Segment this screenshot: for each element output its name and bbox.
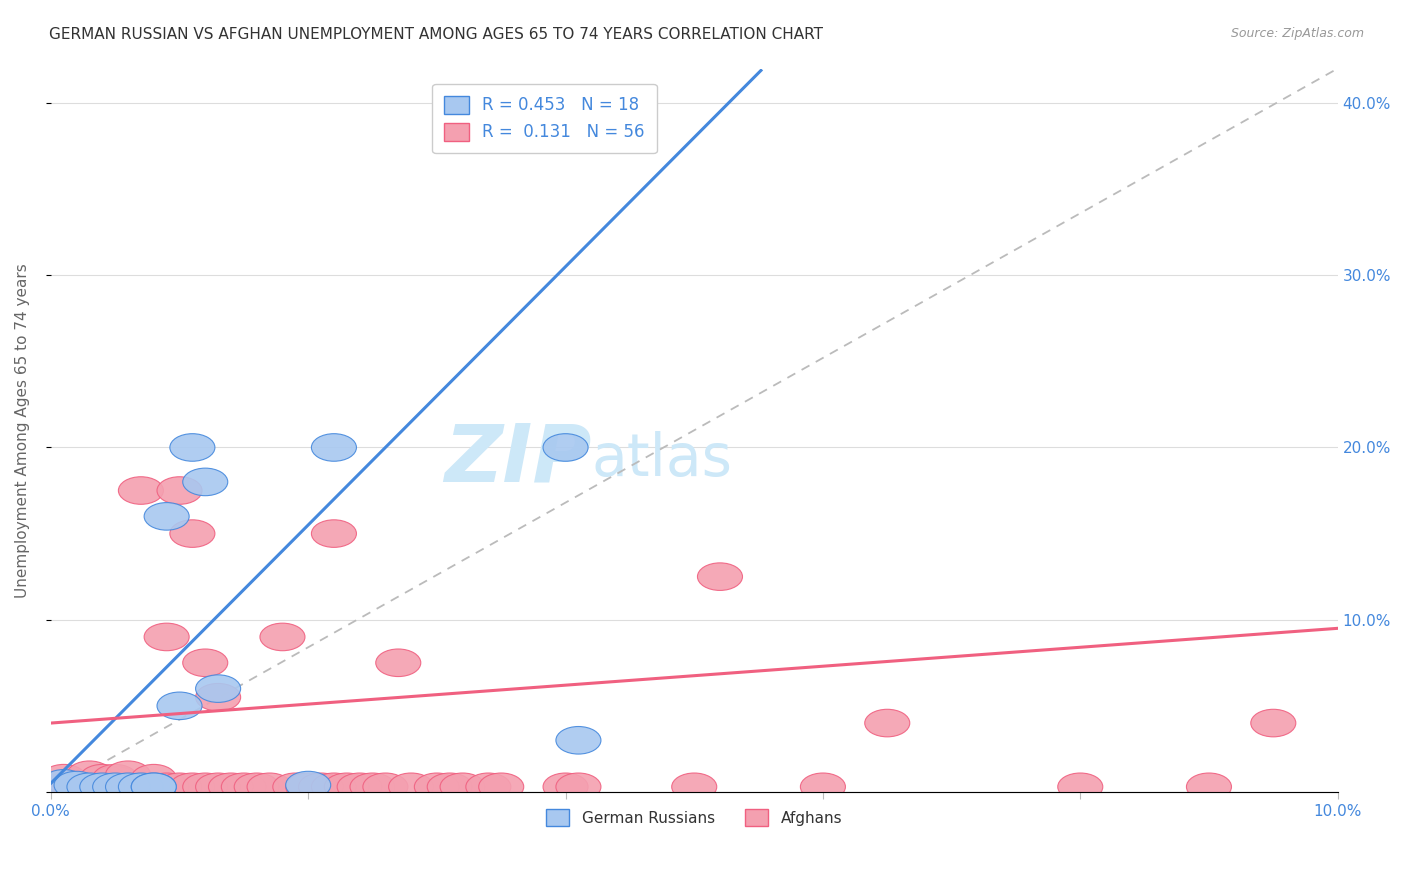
Ellipse shape [350, 773, 395, 801]
Ellipse shape [1057, 773, 1102, 801]
Ellipse shape [145, 502, 190, 530]
Ellipse shape [183, 468, 228, 496]
Ellipse shape [41, 764, 86, 792]
Ellipse shape [80, 773, 125, 801]
Ellipse shape [105, 761, 150, 789]
Ellipse shape [697, 563, 742, 591]
Ellipse shape [80, 764, 125, 792]
Ellipse shape [415, 773, 460, 801]
Ellipse shape [311, 773, 357, 801]
Ellipse shape [1187, 773, 1232, 801]
Ellipse shape [170, 520, 215, 548]
Ellipse shape [427, 773, 472, 801]
Ellipse shape [93, 766, 138, 794]
Ellipse shape [325, 773, 370, 801]
Ellipse shape [363, 773, 408, 801]
Ellipse shape [195, 773, 240, 801]
Ellipse shape [118, 773, 163, 801]
Ellipse shape [53, 772, 98, 799]
Ellipse shape [555, 726, 600, 754]
Text: Source: ZipAtlas.com: Source: ZipAtlas.com [1230, 27, 1364, 40]
Ellipse shape [93, 773, 138, 801]
Y-axis label: Unemployment Among Ages 65 to 74 years: Unemployment Among Ages 65 to 74 years [15, 263, 30, 598]
Ellipse shape [465, 773, 510, 801]
Ellipse shape [41, 770, 86, 797]
Ellipse shape [183, 649, 228, 676]
Ellipse shape [118, 773, 163, 801]
Ellipse shape [543, 434, 588, 461]
Text: ZIP: ZIP [444, 420, 592, 498]
Ellipse shape [247, 773, 292, 801]
Ellipse shape [672, 773, 717, 801]
Ellipse shape [195, 675, 240, 702]
Ellipse shape [105, 773, 150, 801]
Ellipse shape [285, 773, 330, 801]
Ellipse shape [131, 764, 176, 792]
Ellipse shape [145, 773, 190, 801]
Ellipse shape [388, 773, 433, 801]
Ellipse shape [93, 764, 138, 792]
Ellipse shape [170, 773, 215, 801]
Ellipse shape [221, 773, 266, 801]
Ellipse shape [195, 683, 240, 711]
Ellipse shape [375, 649, 420, 676]
Ellipse shape [80, 773, 125, 801]
Ellipse shape [285, 772, 330, 799]
Ellipse shape [440, 773, 485, 801]
Ellipse shape [235, 773, 280, 801]
Ellipse shape [131, 773, 176, 801]
Ellipse shape [67, 773, 112, 801]
Ellipse shape [298, 773, 343, 801]
Ellipse shape [93, 773, 138, 801]
Ellipse shape [157, 476, 202, 504]
Ellipse shape [208, 773, 253, 801]
Ellipse shape [337, 773, 382, 801]
Ellipse shape [800, 773, 845, 801]
Ellipse shape [67, 761, 112, 789]
Ellipse shape [131, 773, 176, 801]
Ellipse shape [865, 709, 910, 737]
Ellipse shape [478, 773, 523, 801]
Ellipse shape [67, 773, 112, 801]
Ellipse shape [118, 476, 163, 504]
Ellipse shape [157, 692, 202, 720]
Ellipse shape [311, 434, 357, 461]
Ellipse shape [131, 773, 176, 801]
Ellipse shape [170, 434, 215, 461]
Ellipse shape [543, 773, 588, 801]
Ellipse shape [273, 773, 318, 801]
Ellipse shape [145, 624, 190, 651]
Ellipse shape [555, 773, 600, 801]
Legend: German Russians, Afghans: German Russians, Afghans [537, 800, 851, 835]
Ellipse shape [157, 773, 202, 801]
Ellipse shape [53, 773, 98, 801]
Ellipse shape [311, 520, 357, 548]
Ellipse shape [105, 773, 150, 801]
Ellipse shape [1251, 709, 1296, 737]
Ellipse shape [260, 624, 305, 651]
Ellipse shape [183, 773, 228, 801]
Ellipse shape [41, 773, 86, 801]
Text: atlas: atlas [592, 431, 733, 488]
Text: GERMAN RUSSIAN VS AFGHAN UNEMPLOYMENT AMONG AGES 65 TO 74 YEARS CORRELATION CHAR: GERMAN RUSSIAN VS AFGHAN UNEMPLOYMENT AM… [49, 27, 823, 42]
